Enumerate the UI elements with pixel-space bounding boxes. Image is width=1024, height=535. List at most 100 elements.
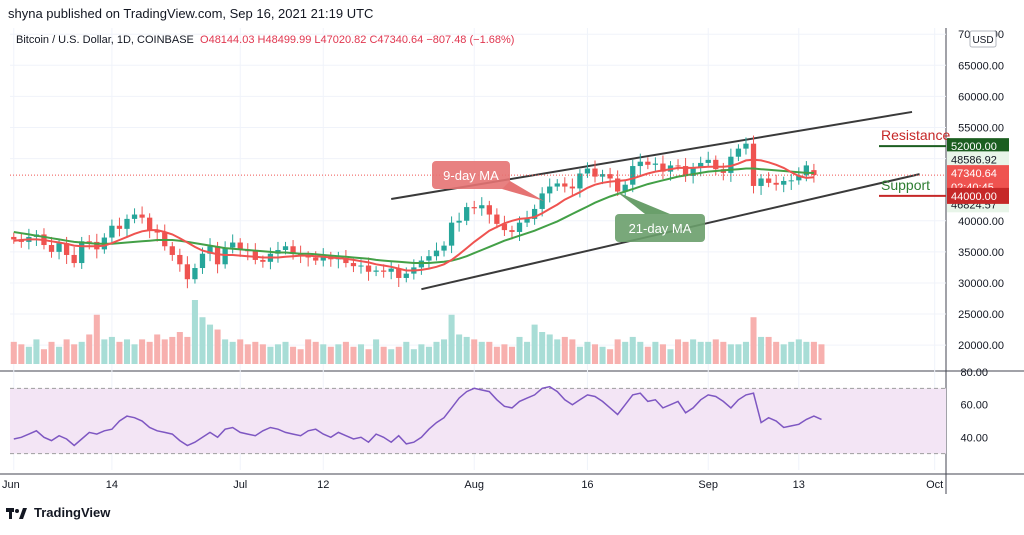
candle-body [86, 241, 92, 243]
volume-bar [259, 344, 266, 364]
rsi-band [10, 388, 946, 454]
volume-bar [350, 346, 357, 364]
candle [33, 230, 40, 246]
ma21-line [13, 167, 814, 264]
candle [230, 234, 236, 254]
price-label-support: 44000.00 [947, 187, 1009, 204]
candle-body [230, 242, 236, 248]
candle [501, 215, 508, 236]
tradingview-logo-icon [6, 507, 27, 519]
volume-bar [622, 341, 629, 364]
volume-bar [478, 341, 485, 364]
candle-body [252, 251, 258, 260]
candle-body [765, 178, 772, 183]
candle-body [290, 246, 296, 254]
candle [177, 248, 183, 272]
candle-body [373, 270, 379, 272]
volume-bar [554, 339, 561, 364]
candle [388, 260, 394, 280]
tradingview-brand[interactable]: TradingView [6, 505, 110, 520]
price-label-text: 47340.64 [951, 168, 997, 180]
publish-info: shyna published on TradingView.com, Sep … [8, 6, 374, 21]
volume-bar [116, 341, 123, 364]
candle [154, 224, 160, 242]
volume-bar [320, 344, 327, 364]
low-value: L47020.82 [314, 34, 367, 46]
volume-bar [516, 336, 523, 364]
volume-bar [599, 346, 606, 364]
volume-bar [305, 339, 312, 364]
candle-body [494, 214, 500, 224]
candle-body [169, 246, 175, 255]
candle [735, 144, 742, 162]
candle [562, 177, 568, 193]
candle-body [192, 268, 198, 280]
candle-body [607, 174, 613, 179]
volume-bar [508, 346, 515, 364]
volume-bar [546, 334, 553, 364]
candle-body [516, 222, 523, 232]
candle-body [237, 242, 243, 250]
candle-body [622, 184, 628, 192]
volume-bar [448, 314, 455, 364]
resistance-label: Resistance [881, 127, 950, 143]
volume-bar [63, 339, 70, 364]
volume-bar [735, 344, 742, 364]
candle [131, 208, 138, 224]
volume-bar [93, 314, 100, 364]
candle [124, 214, 130, 238]
candle [464, 202, 470, 226]
change-value: −807.48 (−1.68%) [426, 34, 515, 46]
candle [199, 247, 206, 274]
close-value: C47340.64 [369, 34, 424, 46]
volume-bar [780, 344, 787, 364]
volume-bar [169, 336, 176, 364]
candle-body [388, 268, 394, 272]
rsi-tick-label: 80.00 [960, 367, 988, 379]
candle [750, 135, 757, 194]
time-tick-label: 12 [317, 479, 329, 491]
price-tick-label: 60000.00 [958, 91, 1004, 103]
volume-bar [441, 339, 448, 364]
currency-badge-box [969, 30, 997, 48]
volume-bar [433, 341, 440, 364]
candle-body [282, 246, 289, 250]
candle-body [698, 162, 704, 168]
ma21-callout-pointer [617, 192, 670, 214]
volume-bar [675, 339, 682, 364]
volume-bar [40, 349, 47, 364]
candle-body [713, 159, 719, 170]
volume-bar [244, 344, 251, 364]
volume-bar [629, 336, 636, 364]
candle [622, 180, 628, 198]
ma21-callout-box [615, 214, 705, 242]
candle-body [811, 170, 817, 176]
price-label-box [947, 187, 1009, 204]
candle-body [660, 163, 666, 172]
volume-bar [86, 334, 93, 364]
volume-bar [501, 344, 508, 364]
candle [169, 241, 175, 261]
volume-bar [614, 339, 621, 364]
candle [781, 176, 787, 193]
volume-bar [154, 334, 161, 364]
price-label-plain: 48586.92 [947, 151, 1009, 168]
support-label: Support [881, 177, 930, 193]
rsi-line [13, 385, 822, 447]
candle-body [124, 218, 130, 229]
candle [637, 153, 643, 176]
candle-body [652, 163, 659, 165]
candle [207, 238, 213, 262]
volume-bar [373, 339, 380, 364]
candle [788, 174, 794, 190]
candle [765, 172, 772, 188]
candle-body [705, 159, 711, 163]
volume-bar [199, 317, 206, 364]
candle-body [758, 178, 764, 186]
symbol-name: Bitcoin / U.S. Dollar, 1D, COINBASE [16, 34, 194, 46]
volume-bar [561, 336, 568, 364]
volume-bar [644, 346, 651, 364]
candle [705, 151, 711, 168]
ohlc-legend: Bitcoin / U.S. Dollar, 1D, COINBASE O481… [16, 34, 514, 46]
